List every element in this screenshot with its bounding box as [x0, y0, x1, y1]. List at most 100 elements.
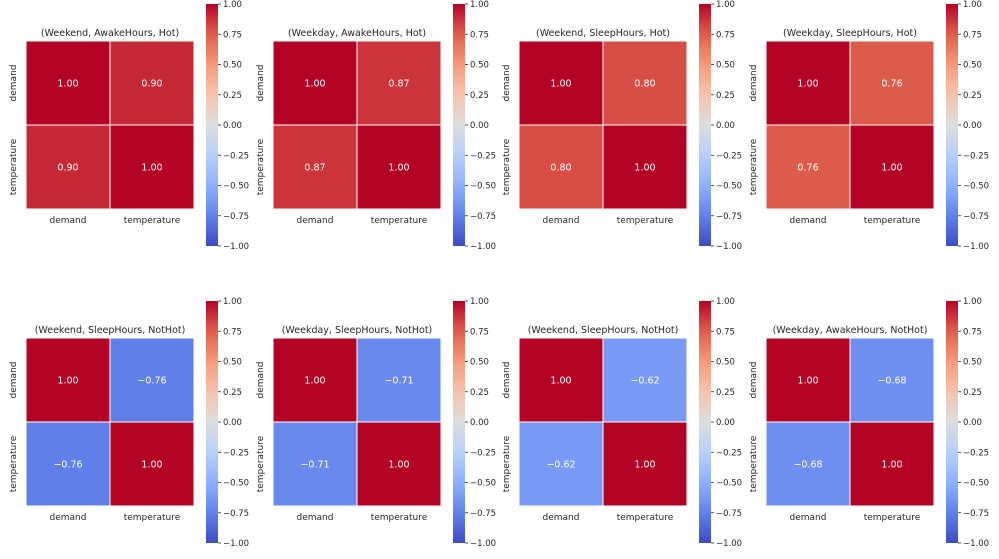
heatmap-panel: (Weekend, SleepHours, NotHot) 1.00 −0.62 −0…: [502, 297, 742, 549]
chart-title: (Weekend, AwakeHours, Hot): [41, 28, 179, 39]
x-tick-label: demand: [790, 513, 827, 523]
colorbar-tick-label: 1.00: [716, 0, 735, 10]
colorbar: [699, 301, 711, 543]
x-tick-label: temperature: [617, 216, 674, 226]
colorbar-tick-label: 0.00: [470, 121, 489, 131]
cell-value-label: 0.80: [550, 163, 571, 174]
colorbar-tick-label: 0.25: [470, 388, 489, 398]
colorbar-tick-label: 0.75: [716, 30, 735, 40]
y-tick-label: demand: [502, 65, 512, 102]
y-tick-label: temperature: [749, 435, 759, 492]
x-tick-label: demand: [543, 513, 580, 523]
cell-value-label: −0.71: [300, 460, 329, 471]
heatmap-cell: [272, 421, 358, 507]
colorbar: [206, 4, 218, 246]
cell-value-label: 1.00: [797, 79, 818, 90]
y-tick-label: demand: [9, 362, 19, 399]
x-tick-label: temperature: [864, 216, 921, 226]
colorbar-tick-label: −0.75: [716, 212, 742, 222]
cell-value-label: −0.71: [384, 376, 413, 387]
heatmap-cell: [109, 40, 195, 126]
colorbar-tick-label: 0.50: [963, 61, 982, 71]
heatmap-cell: [272, 124, 358, 210]
cell-value-label: 0.80: [634, 79, 655, 90]
cell-value-label: −0.76: [137, 376, 166, 387]
colorbar-tick-label: 1.00: [716, 297, 735, 307]
heatmap-cell: [602, 337, 688, 423]
colorbar-tick-label: 0.25: [716, 91, 735, 101]
heatmap-panel: (Weekday, AwakeHours, Hot) 1.00 0.87 0.87 1.…: [256, 0, 496, 252]
colorbar-tick-label: −0.75: [716, 509, 742, 519]
cell-value-label: 1.00: [141, 163, 162, 174]
colorbar-tick-label: 0.50: [223, 61, 242, 71]
heatmap-panel: (Weekend, SleepHours, NotHot) 1.00 −0.76 −0…: [9, 297, 249, 549]
heatmap-cell: [518, 421, 604, 507]
colorbar-tick-label: 0.50: [470, 61, 489, 71]
colorbar-tick-label: −0.50: [470, 182, 496, 192]
y-tick-label: temperature: [9, 138, 19, 195]
y-tick-label: demand: [256, 362, 266, 399]
colorbar-tick-label: 0.50: [716, 61, 735, 71]
colorbar-tick-label: −1.00: [223, 539, 249, 549]
colorbar-tick-label: −0.25: [223, 448, 249, 458]
y-tick-label: temperature: [749, 138, 759, 195]
colorbar-tick-label: −0.75: [223, 212, 249, 222]
heatmap-cell: [109, 124, 195, 210]
colorbar-tick-label: 0.50: [470, 358, 489, 368]
cell-value-label: 0.87: [388, 79, 409, 90]
heatmap-cell: [356, 337, 442, 423]
colorbar-tick-label: 1.00: [223, 0, 242, 10]
cell-value-label: 1.00: [57, 79, 78, 90]
x-tick-label: demand: [297, 513, 334, 523]
colorbar: [946, 4, 958, 246]
colorbar-tick-label: −1.00: [963, 539, 989, 549]
colorbar: [206, 301, 218, 543]
colorbar: [453, 4, 465, 246]
y-tick-label: temperature: [502, 138, 512, 195]
heatmap-panel: (Weekend, AwakeHours, Hot) 1.00 0.90 0.90 1.…: [9, 0, 249, 252]
colorbar-tick-label: 0.25: [223, 388, 242, 398]
chart-title: (Weekend, SleepHours, NotHot): [528, 325, 679, 336]
y-tick-label: demand: [749, 362, 759, 399]
colorbar-tick-label: 1.00: [963, 297, 982, 307]
colorbar-tick-label: −1.00: [470, 242, 496, 252]
colorbar-tick-label: −1.00: [716, 242, 742, 252]
cell-value-label: 0.90: [57, 163, 78, 174]
heatmap-cell: [109, 421, 195, 507]
cell-value-label: 1.00: [634, 163, 655, 174]
colorbar-tick-label: −0.50: [223, 182, 249, 192]
cell-value-label: 0.76: [797, 163, 818, 174]
cell-value-label: −0.62: [630, 376, 659, 387]
colorbar-tick-label: 1.00: [470, 0, 489, 10]
heatmap-cell: [25, 421, 111, 507]
heatmap-cell: [356, 40, 442, 126]
heatmap-cell: [272, 337, 358, 423]
colorbar-tick-label: 0.75: [963, 30, 982, 40]
heatmap-panel: (Weekday, SleepHours, NotHot) 1.00 −0.71 −0…: [256, 297, 496, 549]
colorbar-tick-label: 0.00: [223, 121, 242, 131]
colorbar-tick-label: 1.00: [223, 297, 242, 307]
colorbar-tick-label: −0.75: [470, 509, 496, 519]
colorbar-tick-label: −0.50: [963, 182, 989, 192]
heatmap-panel: (Weekday, AwakeHours, NotHot) 1.00 −0.68 −0…: [749, 297, 989, 549]
heatmap-cell: [849, 124, 935, 210]
chart-title: (Weekday, AwakeHours, NotHot): [773, 325, 928, 336]
colorbar-tick-label: 0.00: [716, 418, 735, 428]
y-tick-label: demand: [256, 65, 266, 102]
chart-title: (Weekday, SleepHours, NotHot): [282, 325, 433, 336]
chart-title: (Weekend, SleepHours, Hot): [536, 28, 670, 39]
heatmap-panel: (Weekend, SleepHours, Hot) 1.00 0.80 0.80 1.…: [502, 0, 742, 252]
colorbar-tick-label: 0.75: [963, 327, 982, 337]
heatmap-cell: [765, 124, 851, 210]
y-tick-label: demand: [749, 65, 759, 102]
colorbar-tick-label: 0.75: [470, 30, 489, 40]
y-tick-label: temperature: [502, 435, 512, 492]
heatmap-cell: [602, 421, 688, 507]
colorbar-tick-label: −1.00: [963, 242, 989, 252]
x-tick-label: temperature: [617, 513, 674, 523]
cell-value-label: 1.00: [881, 460, 902, 471]
colorbar-tick-label: −0.50: [716, 479, 742, 489]
y-tick-label: temperature: [256, 138, 266, 195]
colorbar-tick-label: −0.50: [963, 479, 989, 489]
heatmap-cell: [849, 337, 935, 423]
